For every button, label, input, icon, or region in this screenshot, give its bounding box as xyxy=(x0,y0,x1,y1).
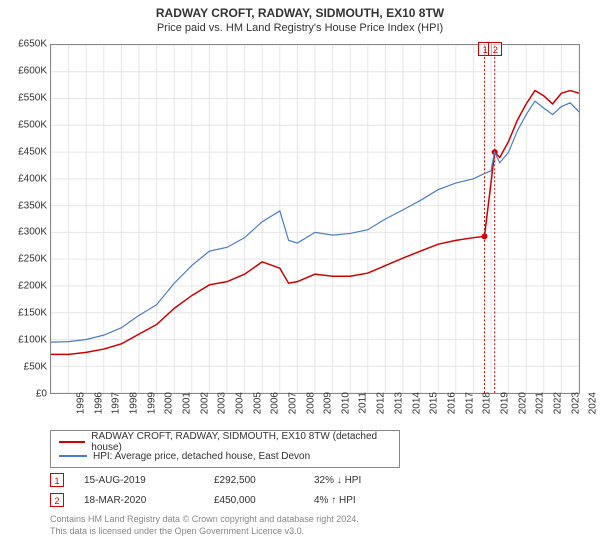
x-tick-label: 2019 xyxy=(499,392,510,414)
event-marker-icon: 1 xyxy=(50,473,64,487)
footer-line: Contains HM Land Registry data © Crown c… xyxy=(50,514,359,526)
legend-label: HPI: Average price, detached house, East… xyxy=(93,451,310,462)
y-tick-label: £0 xyxy=(36,389,47,400)
plot-area xyxy=(50,44,580,394)
chart-subtitle: Price paid vs. HM Land Registry's House … xyxy=(0,20,600,38)
chart-title: RADWAY CROFT, RADWAY, SIDMOUTH, EX10 8TW xyxy=(0,0,600,20)
x-tick-label: 2020 xyxy=(517,392,528,414)
y-tick-label: £400K xyxy=(18,173,47,184)
event-date: 15-AUG-2019 xyxy=(84,475,214,486)
y-tick-label: £50K xyxy=(24,362,47,373)
y-tick-label: £250K xyxy=(18,254,47,265)
x-tick-label: 2017 xyxy=(464,392,475,414)
x-tick-label: 2023 xyxy=(570,392,581,414)
x-tick-label: 2010 xyxy=(340,392,351,414)
chart-container: RADWAY CROFT, RADWAY, SIDMOUTH, EX10 8TW… xyxy=(0,0,600,560)
x-tick-label: 1996 xyxy=(93,392,104,414)
x-tick-label: 2016 xyxy=(446,392,457,414)
footer-line: This data is licensed under the Open Gov… xyxy=(50,526,359,538)
x-tick-label: 1997 xyxy=(111,392,122,414)
x-tick-label: 1998 xyxy=(128,392,139,414)
y-tick-label: £500K xyxy=(18,119,47,130)
x-tick-label: 2013 xyxy=(393,392,404,414)
x-tick-label: 2011 xyxy=(357,392,368,414)
event-date: 18-MAR-2020 xyxy=(84,495,214,506)
x-tick-label: 2008 xyxy=(305,392,316,414)
marker-flag: 2 xyxy=(488,42,502,56)
x-tick-label: 2018 xyxy=(482,392,493,414)
y-tick-label: £150K xyxy=(18,308,47,319)
y-tick-label: £300K xyxy=(18,227,47,238)
x-tick-label: 2021 xyxy=(535,392,546,414)
event-price: £292,500 xyxy=(214,475,314,486)
legend: RADWAY CROFT, RADWAY, SIDMOUTH, EX10 8TW… xyxy=(50,430,400,468)
legend-swatch xyxy=(59,441,85,443)
event-row: 1 15-AUG-2019 £292,500 32% ↓ HPI xyxy=(50,470,414,490)
x-tick-label: 1999 xyxy=(146,392,157,414)
y-tick-label: £600K xyxy=(18,65,47,76)
y-tick-label: £350K xyxy=(18,200,47,211)
x-tick-label: 2003 xyxy=(217,392,228,414)
x-tick-label: 2006 xyxy=(270,392,281,414)
y-tick-label: £650K xyxy=(18,39,47,50)
x-tick-label: 1995 xyxy=(75,392,86,414)
x-tick-label: 2014 xyxy=(411,392,422,414)
event-marker-icon: 2 xyxy=(50,493,64,507)
event-pct: 32% ↓ HPI xyxy=(314,475,414,486)
x-tick-label: 2015 xyxy=(429,392,440,414)
x-tick-label: 2012 xyxy=(376,392,387,414)
x-tick-label: 2024 xyxy=(588,392,599,414)
x-tick-label: 2001 xyxy=(181,392,192,414)
x-tick-label: 2009 xyxy=(323,392,334,414)
legend-swatch xyxy=(59,455,87,457)
x-tick-label: 2022 xyxy=(552,392,563,414)
y-tick-label: £450K xyxy=(18,146,47,157)
event-row: 2 18-MAR-2020 £450,000 4% ↑ HPI xyxy=(50,490,414,510)
y-tick-label: £550K xyxy=(18,92,47,103)
plot-svg xyxy=(51,45,579,393)
y-tick-label: £200K xyxy=(18,281,47,292)
y-tick-label: £100K xyxy=(18,335,47,346)
x-tick-label: 2005 xyxy=(252,392,263,414)
x-tick-label: 2007 xyxy=(287,392,298,414)
events-table: 1 15-AUG-2019 £292,500 32% ↓ HPI 2 18-MA… xyxy=(50,470,414,510)
x-tick-label: 2002 xyxy=(199,392,210,414)
footer-attribution: Contains HM Land Registry data © Crown c… xyxy=(50,514,359,537)
legend-item: RADWAY CROFT, RADWAY, SIDMOUTH, EX10 8TW… xyxy=(59,435,391,449)
event-pct: 4% ↑ HPI xyxy=(314,495,414,506)
x-tick-label: 2000 xyxy=(164,392,175,414)
event-price: £450,000 xyxy=(214,495,314,506)
x-tick-label: 2004 xyxy=(234,392,245,414)
